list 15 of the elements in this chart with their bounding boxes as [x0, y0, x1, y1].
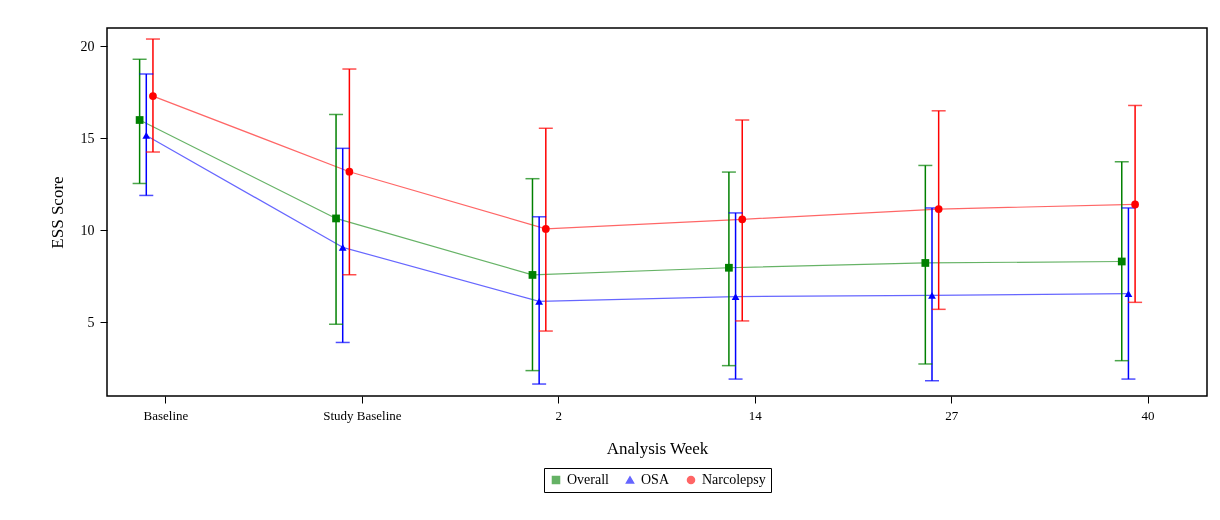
x-tick-label: 2	[555, 407, 563, 423]
y-tick-label: 5	[87, 314, 95, 330]
y-tick-label: 15	[80, 130, 95, 146]
y-tick-label: 10	[80, 222, 95, 238]
x-tick-label: 27	[945, 407, 959, 423]
x-tick-label: 40	[1141, 407, 1155, 423]
x-tick-label: Baseline	[143, 407, 189, 423]
x-axis-title: Analysis Week	[606, 438, 709, 458]
y-tick-label: 20	[80, 38, 95, 54]
legend-label: Overall	[567, 472, 610, 487]
legend-label: OSA	[641, 472, 670, 487]
y-axis-title: ESS Score	[47, 176, 67, 249]
legend-label: Narcolepsy	[702, 472, 766, 487]
x-tick-label: Study Baseline	[323, 407, 402, 423]
x-tick-label: 14	[748, 407, 763, 423]
